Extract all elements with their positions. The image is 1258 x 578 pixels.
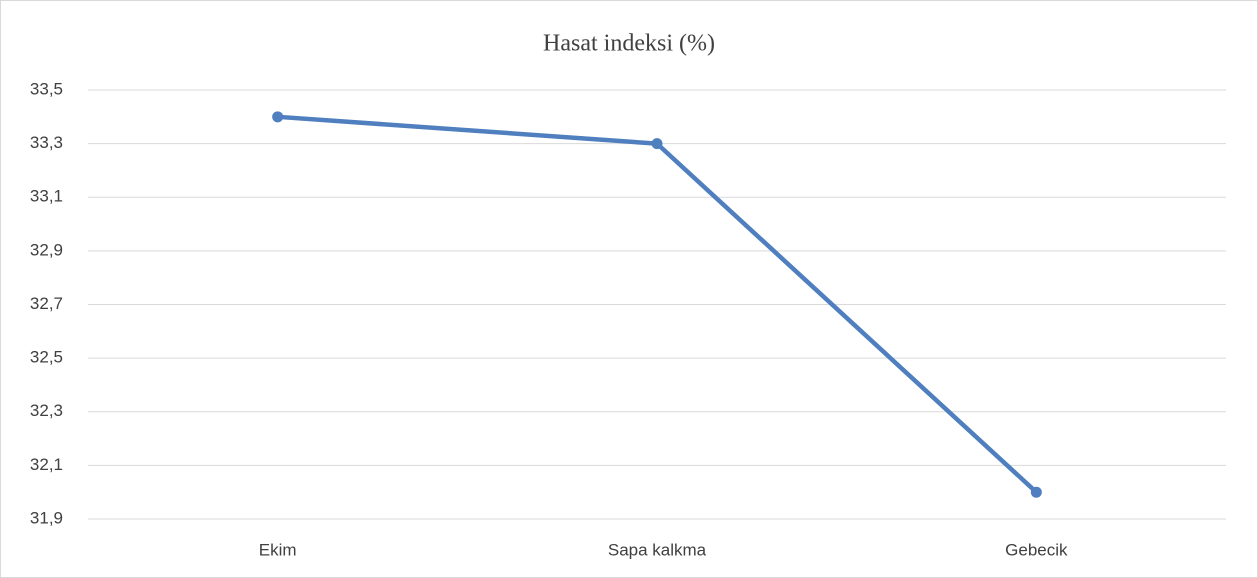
y-tick-label: 33,1 — [30, 187, 63, 206]
y-tick-label: 31,9 — [30, 508, 63, 527]
x-tick-label: Gebecik — [1005, 540, 1068, 559]
y-tick-label: 32,1 — [30, 455, 63, 474]
data-point — [1030, 486, 1042, 498]
x-tick-label: Ekim — [259, 540, 297, 559]
y-tick-label: 33,3 — [30, 133, 63, 152]
y-tick-label: 32,9 — [30, 240, 63, 259]
y-tick-label: 32,3 — [30, 401, 63, 420]
y-tick-label: 33,5 — [30, 79, 63, 98]
data-point — [272, 111, 284, 123]
y-tick-label: 32,7 — [30, 294, 63, 313]
y-tick-label: 32,5 — [30, 348, 63, 367]
chart-title: Hasat indeksi (%) — [543, 31, 715, 57]
data-point — [651, 138, 663, 150]
x-tick-label: Sapa kalkma — [608, 540, 707, 559]
